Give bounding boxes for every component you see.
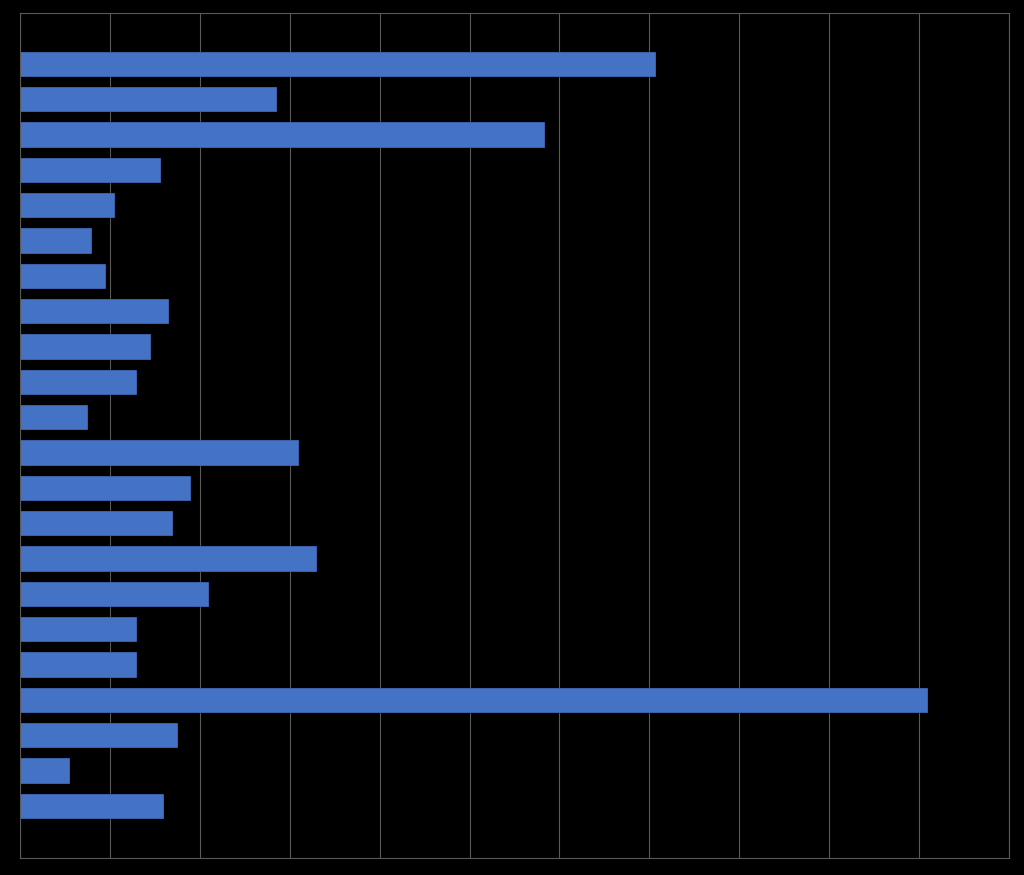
Bar xyxy=(20,688,928,713)
Bar xyxy=(20,582,209,607)
Bar xyxy=(20,87,278,112)
Bar xyxy=(20,476,191,501)
Bar xyxy=(20,123,545,148)
Bar xyxy=(20,759,70,784)
Bar xyxy=(20,334,151,360)
Bar xyxy=(20,192,115,219)
Bar xyxy=(20,440,299,466)
Bar xyxy=(20,369,137,395)
Bar xyxy=(20,158,161,183)
Bar xyxy=(20,228,92,254)
Bar xyxy=(20,511,173,536)
Bar xyxy=(20,52,655,77)
Bar xyxy=(20,617,137,642)
Bar xyxy=(20,299,169,325)
Bar xyxy=(20,263,105,289)
Bar xyxy=(20,794,164,819)
Bar xyxy=(20,652,137,678)
Bar xyxy=(20,546,317,571)
Bar xyxy=(20,405,88,430)
Bar xyxy=(20,723,178,748)
